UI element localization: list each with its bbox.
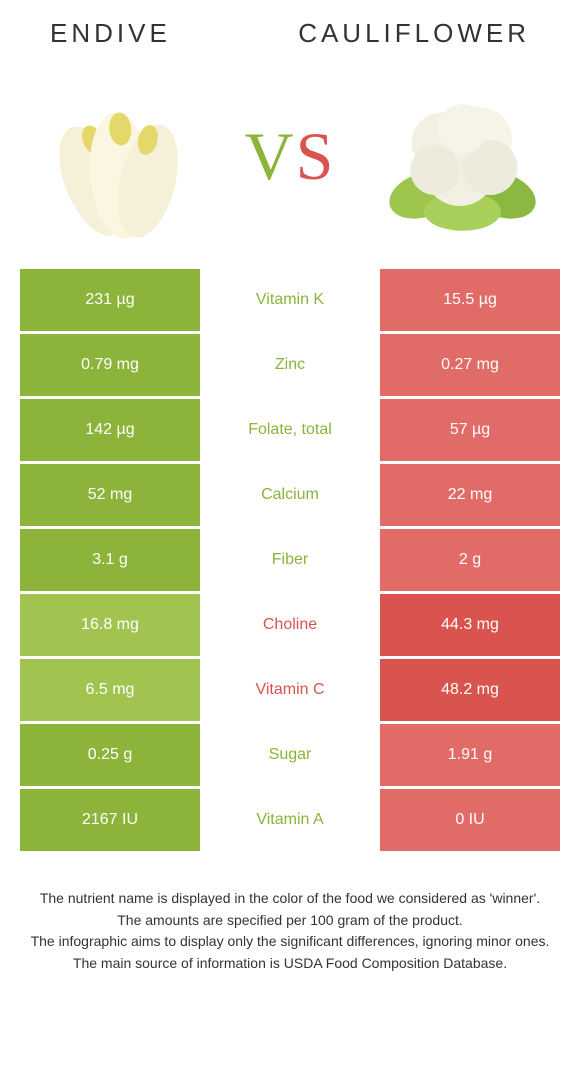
value-left: 0.79 mg — [20, 334, 200, 396]
nutrient-label: Calcium — [200, 464, 380, 526]
title-left: ENDIVE — [50, 18, 171, 49]
vs-s: S — [296, 118, 336, 194]
table-row: 142 µgFolate, total57 µg — [20, 399, 560, 461]
value-right: 44.3 mg — [380, 594, 560, 656]
title-right: CAULIFLOWER — [298, 18, 530, 49]
table-row: 6.5 mgVitamin C48.2 mg — [20, 659, 560, 721]
table-row: 16.8 mgCholine44.3 mg — [20, 594, 560, 656]
nutrient-label: Vitamin A — [200, 789, 380, 851]
footer-line: The infographic aims to display only the… — [25, 932, 555, 952]
nutrient-label: Choline — [200, 594, 380, 656]
value-right: 15.5 µg — [380, 269, 560, 331]
table-row: 231 µgVitamin K15.5 µg — [20, 269, 560, 331]
endive-image — [30, 69, 205, 244]
cauliflower-image — [375, 69, 550, 244]
table-row: 3.1 gFiber2 g — [20, 529, 560, 591]
vs-v: V — [245, 118, 296, 194]
value-right: 57 µg — [380, 399, 560, 461]
value-left: 6.5 mg — [20, 659, 200, 721]
footer-line: The main source of information is USDA F… — [25, 954, 555, 974]
nutrient-label: Fiber — [200, 529, 380, 591]
value-left: 231 µg — [20, 269, 200, 331]
value-left: 3.1 g — [20, 529, 200, 591]
table-row: 52 mgCalcium22 mg — [20, 464, 560, 526]
value-left: 0.25 g — [20, 724, 200, 786]
nutrient-label: Sugar — [200, 724, 380, 786]
hero-row: VS — [0, 59, 580, 269]
vs-label: VS — [245, 117, 336, 196]
value-right: 22 mg — [380, 464, 560, 526]
nutrient-label: Vitamin K — [200, 269, 380, 331]
value-left: 142 µg — [20, 399, 200, 461]
table-row: 0.79 mgZinc0.27 mg — [20, 334, 560, 396]
value-right: 0 IU — [380, 789, 560, 851]
value-left: 52 mg — [20, 464, 200, 526]
nutrient-label: Vitamin C — [200, 659, 380, 721]
value-right: 48.2 mg — [380, 659, 560, 721]
value-right: 0.27 mg — [380, 334, 560, 396]
table-row: 0.25 gSugar1.91 g — [20, 724, 560, 786]
value-right: 1.91 g — [380, 724, 560, 786]
footer-line: The nutrient name is displayed in the co… — [25, 889, 555, 909]
nutrient-table: 231 µgVitamin K15.5 µg0.79 mgZinc0.27 mg… — [0, 269, 580, 854]
value-left: 16.8 mg — [20, 594, 200, 656]
nutrient-label: Folate, total — [200, 399, 380, 461]
nutrient-label: Zinc — [200, 334, 380, 396]
table-row: 2167 IUVitamin A0 IU — [20, 789, 560, 851]
value-left: 2167 IU — [20, 789, 200, 851]
header: ENDIVE CAULIFLOWER — [0, 0, 580, 59]
value-right: 2 g — [380, 529, 560, 591]
footer-line: The amounts are specified per 100 gram o… — [25, 911, 555, 931]
footer-notes: The nutrient name is displayed in the co… — [0, 854, 580, 973]
